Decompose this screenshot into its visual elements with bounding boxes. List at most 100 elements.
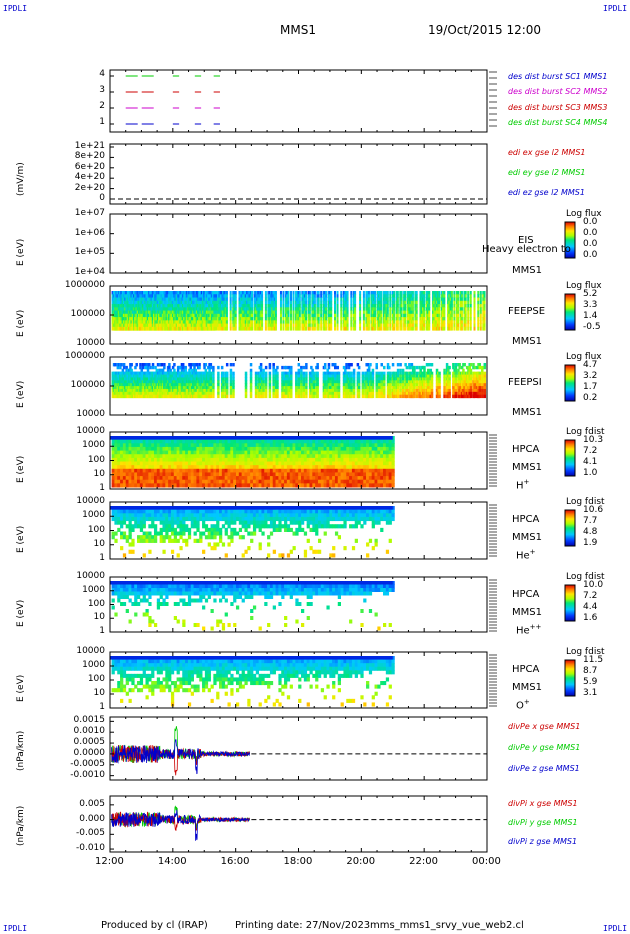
heatmap-cell bbox=[326, 391, 329, 396]
heatmap-cell bbox=[419, 383, 422, 387]
heatmap-cell bbox=[249, 374, 253, 378]
heatmap-cell bbox=[203, 363, 206, 367]
heatmap-cell bbox=[274, 377, 278, 381]
heatmap-cell bbox=[148, 383, 151, 387]
heatmap-cell bbox=[458, 363, 461, 367]
heatmap-cell bbox=[140, 391, 143, 396]
heatmap-cell bbox=[473, 365, 476, 370]
heatmap-cell bbox=[184, 394, 187, 399]
heatmap-cell bbox=[241, 300, 244, 305]
heatmap-cell bbox=[234, 323, 237, 328]
heatmap-cell bbox=[158, 377, 161, 381]
heatmap-cell bbox=[264, 374, 268, 378]
heatmap-cell bbox=[352, 297, 355, 302]
heatmap-cell bbox=[421, 383, 425, 387]
heatmap-cell bbox=[156, 371, 160, 376]
heatmap-cell bbox=[258, 317, 261, 321]
heatmap-cell bbox=[205, 374, 209, 378]
heatmap-cell bbox=[292, 310, 295, 315]
heatmap-cell bbox=[261, 294, 264, 299]
heatmap-cell bbox=[396, 368, 400, 373]
heatmap-cell bbox=[389, 323, 392, 328]
heatmap-cell bbox=[225, 371, 229, 376]
heatmap-cell bbox=[469, 317, 472, 321]
heatmap-cell bbox=[254, 391, 258, 396]
heatmap-cell bbox=[460, 374, 464, 378]
heatmap-cell bbox=[419, 374, 422, 378]
heatmap-cell bbox=[155, 368, 159, 373]
heatmap-cell bbox=[462, 394, 465, 399]
heatmap-cell bbox=[246, 304, 249, 308]
heatmap-cell bbox=[259, 383, 263, 387]
heatmap-cell bbox=[261, 377, 264, 381]
heatmap-cell bbox=[117, 374, 121, 378]
heatmap-cell bbox=[350, 374, 353, 378]
heatmap-cell bbox=[420, 391, 424, 396]
heatmap-cell bbox=[141, 383, 145, 387]
heatmap-cell bbox=[300, 374, 303, 378]
heatmap-cell bbox=[188, 371, 191, 376]
heatmap-cell bbox=[395, 294, 398, 299]
heatmap-cell bbox=[141, 391, 145, 396]
heatmap-cell bbox=[393, 313, 396, 318]
heatmap-cell bbox=[220, 313, 223, 318]
heatmap-cell bbox=[281, 388, 284, 393]
heatmap-cell bbox=[300, 394, 303, 399]
heatmap-cell bbox=[376, 304, 379, 308]
heatmap-cell bbox=[272, 368, 275, 373]
heatmap-cell bbox=[419, 380, 422, 384]
heatmap-cell bbox=[239, 297, 242, 302]
heatmap-cell bbox=[435, 313, 438, 318]
heatmap-cell bbox=[380, 313, 383, 318]
heatmap-cell bbox=[224, 304, 227, 308]
heatmap-cell bbox=[460, 391, 464, 396]
heatmap-cell bbox=[233, 291, 236, 295]
heatmap-cell bbox=[315, 365, 318, 370]
heatmap-cell bbox=[297, 374, 301, 378]
heatmap-cell bbox=[220, 323, 223, 328]
heatmap-cell bbox=[136, 388, 140, 393]
heatmap-cell bbox=[467, 304, 470, 308]
heatmap-cell bbox=[334, 374, 337, 378]
heatmap-cell bbox=[328, 323, 331, 328]
heatmap-cell bbox=[188, 377, 191, 381]
heatmap-cell bbox=[362, 310, 365, 315]
heatmap-cell bbox=[352, 380, 356, 384]
heatmap-cell bbox=[298, 307, 301, 312]
heatmap-cell bbox=[259, 304, 262, 308]
heatmap-cell bbox=[258, 388, 262, 393]
heatmap-cell bbox=[380, 304, 383, 308]
heatmap-cell bbox=[269, 317, 272, 321]
heatmap-cell bbox=[181, 365, 185, 370]
heatmap-cell bbox=[268, 391, 272, 396]
heatmap-cell bbox=[327, 320, 330, 325]
heatmap-cell bbox=[238, 291, 241, 295]
heatmap-cell bbox=[460, 323, 463, 328]
heatmap-cell bbox=[375, 391, 378, 396]
heatmap-cell bbox=[134, 365, 137, 370]
heatmap-cell bbox=[161, 377, 165, 381]
heatmap-cell bbox=[327, 326, 330, 331]
heatmap-cell bbox=[164, 386, 167, 390]
heatmap-cell bbox=[154, 377, 157, 381]
heatmap-cell bbox=[218, 294, 221, 299]
heatmap-cell bbox=[447, 365, 450, 370]
heatmap-cell bbox=[450, 320, 453, 325]
heatmap-cell bbox=[208, 386, 211, 390]
heatmap-cell bbox=[325, 300, 328, 305]
heatmap-cell bbox=[264, 394, 268, 399]
heatmap-cell bbox=[325, 297, 328, 302]
heatmap-cell bbox=[150, 371, 154, 376]
heatmap-cell bbox=[454, 377, 458, 381]
heatmap-cell bbox=[213, 297, 218, 302]
heatmap-cell bbox=[258, 300, 261, 305]
heatmap-cell bbox=[122, 380, 126, 384]
heatmap-cell bbox=[371, 310, 374, 315]
heatmap-cell bbox=[409, 307, 412, 312]
heatmap-cell bbox=[197, 380, 200, 384]
heatmap-cell bbox=[345, 383, 348, 387]
heatmap-cell bbox=[366, 363, 370, 367]
heatmap-cell bbox=[367, 300, 370, 305]
heatmap-cell bbox=[198, 394, 201, 399]
heatmap-cell bbox=[257, 297, 260, 302]
